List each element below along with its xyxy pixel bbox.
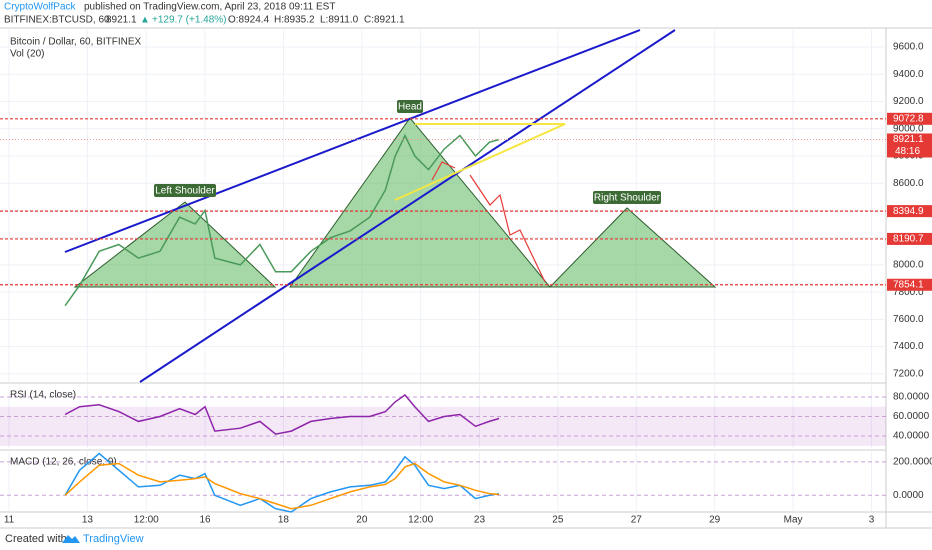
- annotation-box: [397, 100, 423, 113]
- trend-line: [64, 29, 641, 253]
- y-tick-label: 9600.0: [893, 42, 924, 53]
- arrow-path: [431, 161, 456, 181]
- logo: [62, 535, 80, 543]
- level-label: 8190.7: [893, 234, 924, 245]
- annotation: Left Shoulder: [155, 186, 215, 197]
- published: published on TradingView.com, April 23, …: [84, 2, 335, 13]
- open: O:8924.4: [228, 15, 270, 26]
- symbol: BITFINEX:BTCUSD, 60: [4, 15, 110, 26]
- y-tick-label: 7600.0: [893, 314, 924, 325]
- footer-created: Created with: [5, 533, 67, 545]
- author[interactable]: CryptoWolfPack: [4, 2, 77, 13]
- y-tick-label: 9200.0: [893, 96, 924, 107]
- close: C:8921.1: [364, 15, 405, 26]
- x-tick-label: 25: [552, 515, 564, 526]
- countdown: 48:16: [895, 146, 920, 157]
- pane-title: Bitcoin / Dollar, 60, BITFINEX: [10, 37, 141, 48]
- head-shape: [289, 117, 552, 288]
- x-tick-label: 27: [631, 515, 643, 526]
- x-tick-label: 29: [709, 515, 721, 526]
- arrow-path: [469, 174, 546, 283]
- high: H:8935.2: [274, 15, 315, 26]
- x-tick-label: 13: [82, 515, 94, 526]
- series-line: [64, 133, 500, 307]
- annotation: Right Shoulder: [594, 193, 661, 204]
- level-label: 9072.8: [893, 113, 924, 124]
- y-tick-label: 9400.0: [893, 69, 924, 80]
- series-line: [64, 393, 500, 435]
- last-price-box: [887, 133, 932, 158]
- rsi-band: [0, 406, 886, 446]
- level-box: [887, 232, 932, 245]
- series-line: [64, 462, 500, 510]
- pane-subtitle: Vol (20): [10, 49, 44, 60]
- pane-title: RSI (14, close): [10, 390, 76, 401]
- y-tick-label: 80.0000: [893, 392, 930, 403]
- y-tick-label: 7400.0: [893, 341, 924, 352]
- y-tick-label: 60.0000: [893, 411, 930, 422]
- last-price-label: 8921.1: [893, 134, 924, 145]
- annotation: Head: [398, 102, 422, 113]
- y-tick-label: 7800.0: [893, 287, 924, 298]
- annotation-box: [593, 191, 661, 204]
- right-shoulder-shape: [548, 207, 717, 288]
- pane-title: MACD (12, 26, close, 9): [10, 457, 117, 468]
- y-tick-label: 8600.0: [893, 178, 924, 189]
- x-tick-label: 11: [4, 515, 15, 526]
- y-tick-label: 9000.0: [893, 123, 924, 134]
- y-tick-label: 8000.0: [893, 260, 924, 271]
- footer-brand[interactable]: TradingView: [83, 533, 144, 545]
- trend-line: [139, 29, 676, 383]
- x-tick-label: 20: [356, 515, 368, 526]
- x-tick-label: 12:00: [408, 515, 433, 526]
- x-tick-label: 18: [278, 515, 290, 526]
- up-arrow: ▲: [140, 15, 150, 26]
- level-label: 8394.9: [893, 206, 924, 217]
- level-box: [887, 205, 932, 218]
- low: L:8911.0: [320, 15, 359, 26]
- series-line: [64, 452, 500, 513]
- wedge: [394, 123, 566, 201]
- last: 8921.1: [106, 15, 137, 26]
- x-tick-label: 3: [869, 515, 875, 526]
- annotation-box: [154, 184, 216, 197]
- level-box: [887, 112, 932, 125]
- x-tick-label: 16: [199, 515, 211, 526]
- x-tick-label: 23: [474, 515, 486, 526]
- y-tick-label: 0.0000: [893, 490, 924, 501]
- y-tick-label: 7200.0: [893, 368, 924, 379]
- y-tick-label: 200.0000: [893, 457, 932, 468]
- x-tick-label: May: [784, 515, 803, 526]
- level-box: [887, 278, 932, 291]
- left-shoulder-shape: [73, 201, 277, 288]
- level-label: 7854.1: [893, 279, 924, 290]
- y-tick-label: 40.0000: [893, 431, 930, 442]
- x-tick-label: 12:00: [134, 515, 159, 526]
- change: +129.7 (+1.48%): [152, 15, 227, 26]
